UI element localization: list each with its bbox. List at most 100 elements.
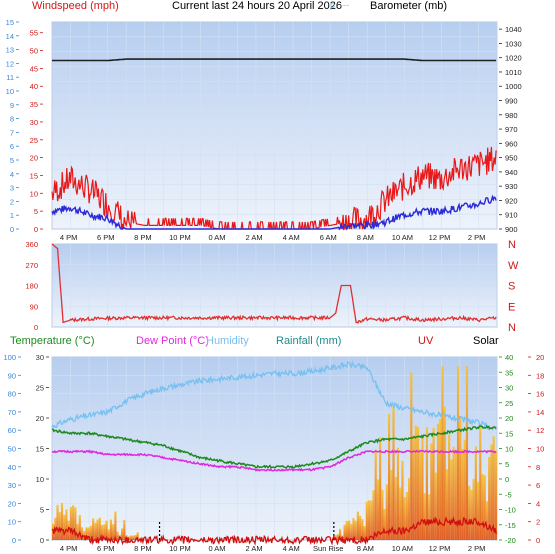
legend-humidity: Humidity xyxy=(206,335,249,347)
humidity-tick: 50 xyxy=(8,445,16,454)
barometer-tick: 960 xyxy=(505,139,518,148)
legend-dew-point: Dew Point (°C) xyxy=(136,335,209,347)
temp-x-tick: Sun Rise xyxy=(313,544,343,553)
legend-solar: Solar xyxy=(473,335,499,347)
solar-bar xyxy=(441,366,444,540)
solar-bar xyxy=(123,519,126,540)
solar-bar xyxy=(483,475,486,540)
solar-bar xyxy=(448,434,451,540)
solar-bar xyxy=(387,414,391,540)
solar-bar xyxy=(423,493,426,540)
solar-bar xyxy=(410,372,413,540)
solar-bar xyxy=(354,520,357,540)
solar-bar xyxy=(434,472,437,540)
solar-bar xyxy=(134,535,137,540)
humidity-tick: 100 xyxy=(3,353,16,362)
solar-bar xyxy=(428,494,431,540)
humidity-tick: 80 xyxy=(8,390,16,399)
solar-bar xyxy=(385,484,388,540)
uv-tick: 10 xyxy=(536,445,544,454)
temp-x-tick: 6 PM xyxy=(97,544,115,553)
solar-bar xyxy=(65,509,68,540)
wind-x-tick: 4 PM xyxy=(60,233,78,242)
solar-bar xyxy=(345,521,348,540)
direction-tick: 270 xyxy=(25,261,38,270)
beaufort-tick: 10 xyxy=(6,87,14,96)
solar-bar xyxy=(485,501,489,540)
solar-bar xyxy=(72,505,75,540)
solar-bar xyxy=(109,519,113,540)
mph-tick: 10 xyxy=(30,189,38,198)
mph-tick: 40 xyxy=(30,82,38,91)
solar-bar xyxy=(439,418,442,540)
beaufort-tick: 0 xyxy=(10,225,14,234)
temperature-tick: -5 xyxy=(505,490,512,499)
wind-x-tick: 6 AM xyxy=(320,233,337,242)
solar-bar xyxy=(461,448,464,540)
solar-bar xyxy=(390,469,393,540)
direction-tick: 0 xyxy=(34,323,38,332)
solar-bar xyxy=(443,406,446,540)
temperature-tick: 40 xyxy=(505,353,513,362)
rain-tick: 5 xyxy=(40,506,44,515)
windspeed-label: Windspeed (mph) xyxy=(32,0,119,12)
wind-x-tick: 8 PM xyxy=(134,233,152,242)
mph-tick: 25 xyxy=(30,136,38,145)
wind-average-line xyxy=(51,194,497,231)
temp-x-tick: 12 PM xyxy=(429,544,451,553)
solar-bar xyxy=(370,500,373,540)
chart-title: Current last 24 hours 20 April 2026 xyxy=(172,0,342,12)
solar-bar xyxy=(421,436,424,540)
barometer-tick: 910 xyxy=(505,211,518,220)
compass-label: N xyxy=(508,239,516,251)
solar-bar xyxy=(339,528,342,540)
solar-bar xyxy=(363,526,366,540)
solar-bar xyxy=(112,524,115,540)
solar-bar xyxy=(100,525,104,540)
wind-x-tick: 10 PM xyxy=(169,233,191,242)
mph-tick: 55 xyxy=(30,29,38,38)
solar-bar xyxy=(80,527,84,540)
solar-bar xyxy=(492,436,495,540)
solar-bar xyxy=(372,490,375,540)
uv-tick: 2 xyxy=(536,518,540,527)
solar-bar xyxy=(69,506,72,540)
uv-tick: 14 xyxy=(536,408,544,417)
solar-bar xyxy=(476,481,480,540)
temp-x-tick: 2 AM xyxy=(246,544,263,553)
temperature-tick: 35 xyxy=(505,368,513,377)
solar-bar xyxy=(103,524,106,540)
beaufort-tick: 8 xyxy=(10,115,14,124)
beaufort-tick: 4 xyxy=(10,170,14,179)
solar-bar xyxy=(454,451,457,540)
temperature-tick: 15 xyxy=(505,429,513,438)
solar-bar xyxy=(116,531,119,540)
temp-x-tick: 8 PM xyxy=(134,544,152,553)
humidity-tick: 70 xyxy=(8,408,16,417)
solar-bar xyxy=(470,489,473,540)
humidity-tick: 0 xyxy=(12,536,16,545)
barometer-tick: 900 xyxy=(505,225,518,234)
mph-tick: 20 xyxy=(30,154,38,163)
solar-bar xyxy=(445,469,449,540)
solar-bar xyxy=(89,525,93,540)
solar-bar xyxy=(352,518,355,540)
wind-x-tick: 2 AM xyxy=(246,233,263,242)
solar-bar xyxy=(60,502,64,540)
legend-uv: UV xyxy=(418,335,434,347)
solar-bar xyxy=(488,456,491,540)
humidity-tick: 60 xyxy=(8,426,16,435)
temperature-tick: 25 xyxy=(505,399,513,408)
temp-x-tick: 2 PM xyxy=(468,544,486,553)
uv-tick: 20 xyxy=(536,353,544,362)
solar-bar xyxy=(414,425,417,540)
solar-bar xyxy=(78,515,81,540)
solar-bar xyxy=(392,405,395,540)
direction-tick: 360 xyxy=(25,240,38,249)
solar-bar xyxy=(405,491,408,540)
solar-bar xyxy=(359,515,362,540)
beaufort-tick: 11 xyxy=(6,73,14,82)
rain-tick: 30 xyxy=(36,353,44,362)
wind-x-tick: 0 AM xyxy=(208,233,225,242)
barometer-line xyxy=(52,58,497,62)
